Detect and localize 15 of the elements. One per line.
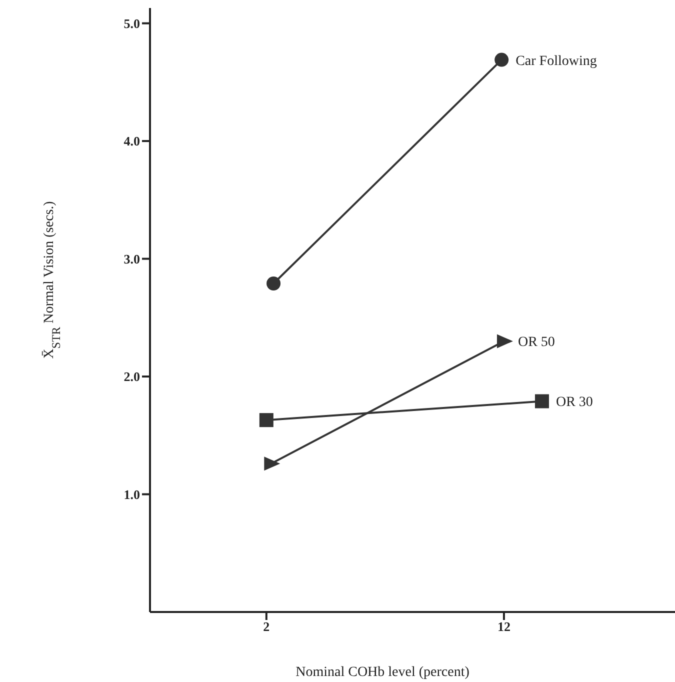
- x-tick-label: 12: [497, 619, 510, 634]
- y-tick-label: 2.0: [124, 369, 140, 384]
- x-tick-label: 2: [263, 619, 270, 634]
- y-tick-label: 1.0: [124, 486, 140, 502]
- series-label: OR 30: [556, 395, 593, 410]
- y-tick-label: 5.0: [124, 16, 140, 31]
- point: [259, 413, 274, 428]
- y-tick-label: 4.0: [124, 134, 140, 149]
- point: [494, 52, 509, 67]
- point: [534, 394, 549, 408]
- y-tick-label: 3.0: [124, 251, 140, 266]
- series-label: OR 50: [518, 335, 555, 350]
- series-label: Car Following: [516, 54, 597, 69]
- x-axis-title: Nominal COHb level (percent): [296, 665, 470, 680]
- point: [266, 276, 281, 291]
